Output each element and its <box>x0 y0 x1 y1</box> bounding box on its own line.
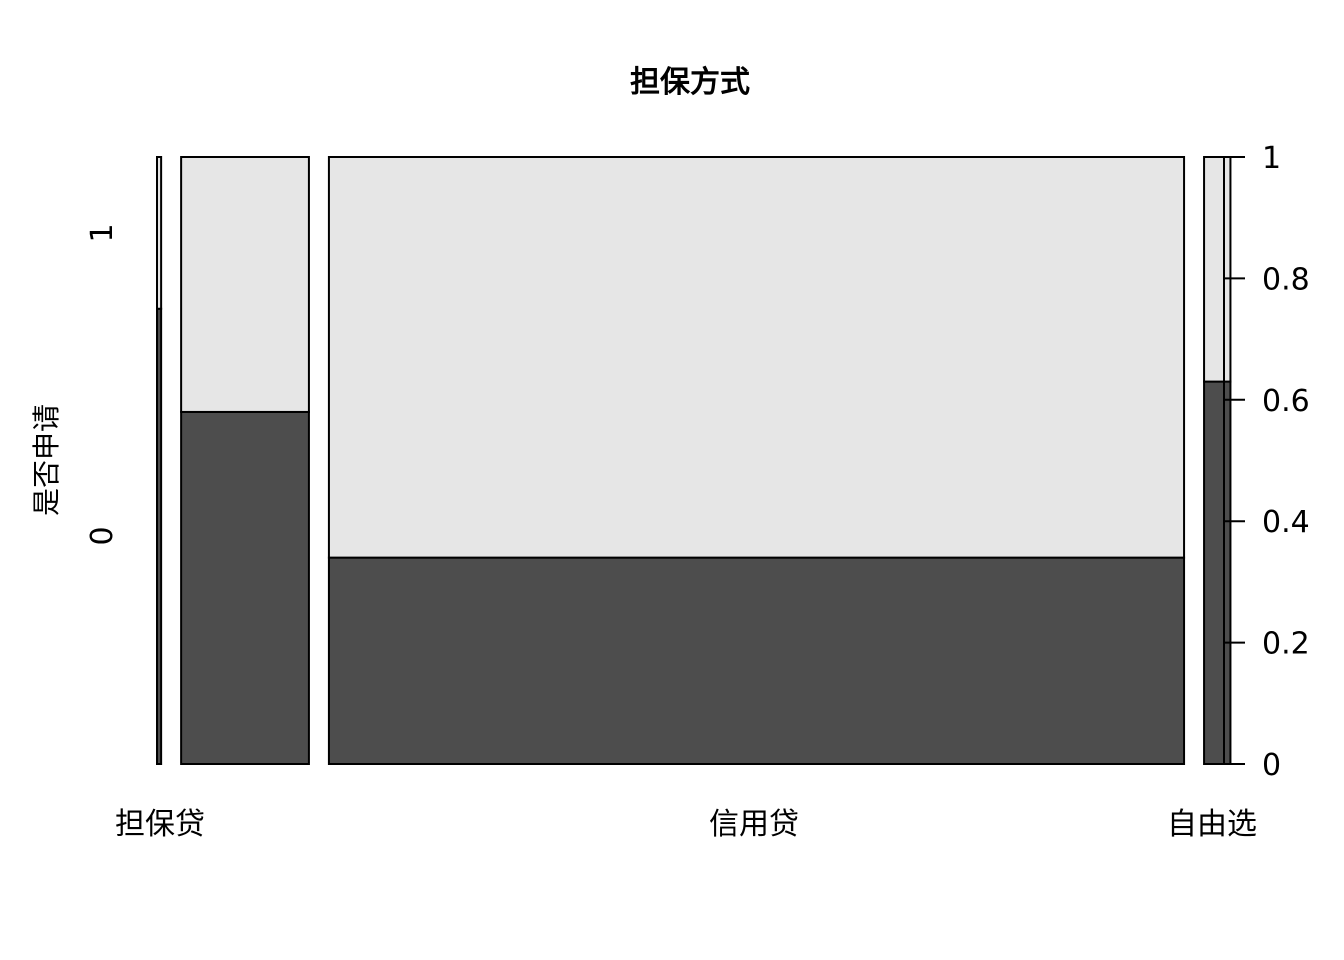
right-tick-label: 0.2 <box>1262 627 1310 662</box>
x-tick-label: 自由选 <box>1167 807 1257 842</box>
bar-segment-1 <box>1203 156 1232 383</box>
x-tick-label: 担保贷 <box>115 807 205 842</box>
left-tick-label: 1 <box>85 223 120 242</box>
right-tick-label: 0.8 <box>1262 262 1310 297</box>
bar-segment-1 <box>327 156 1186 559</box>
x-tick-label: 信用贷 <box>709 807 799 842</box>
right-tick-label: 0.4 <box>1262 505 1310 540</box>
bar-segment-0 <box>180 410 310 765</box>
bar-segment-1 <box>156 156 163 310</box>
chart-title: 担保方式 <box>630 65 750 100</box>
y-axis-label: 是否申请 <box>30 404 63 516</box>
right-tick-label: 0.6 <box>1262 384 1310 419</box>
left-axis-labels: 01 <box>85 223 120 545</box>
bar-segment-0 <box>156 307 163 765</box>
left-tick-label: 0 <box>85 526 120 545</box>
right-axis: 0 0.2 0.4 0.6 0.8 1 <box>1223 141 1310 783</box>
bars-group <box>156 156 1232 765</box>
x-axis-labels: 担保贷 信用贷 自由选 <box>115 807 1257 842</box>
bar-segment-1 <box>180 156 310 413</box>
right-tick-label: 1 <box>1262 141 1281 176</box>
bar-segment-0 <box>1203 380 1232 765</box>
right-tick-label: 0 <box>1262 748 1281 783</box>
bar-segment-0 <box>327 556 1186 765</box>
